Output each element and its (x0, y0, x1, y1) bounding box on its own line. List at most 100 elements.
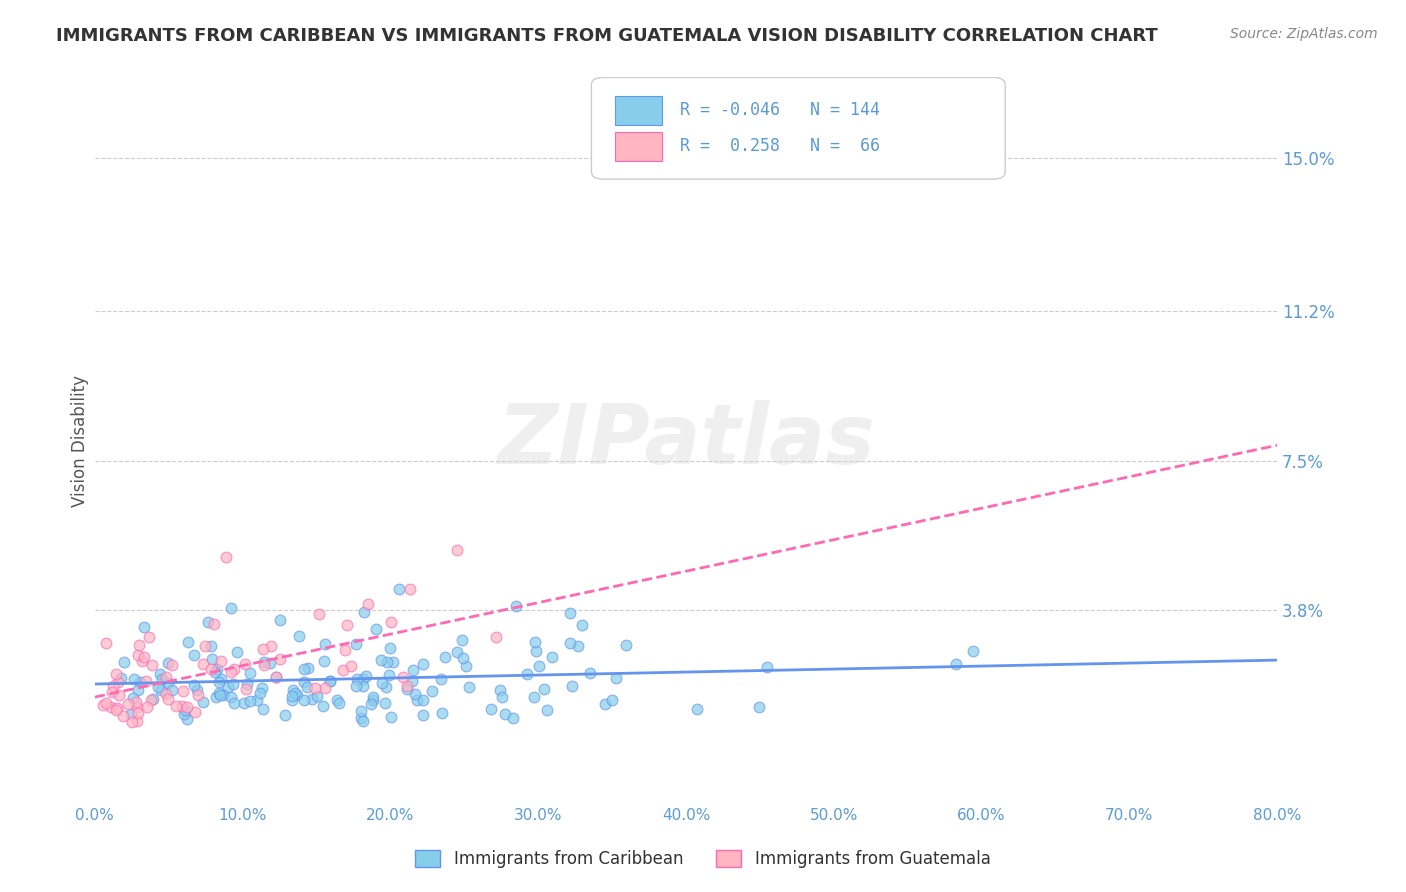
Point (305, 689, 328, 703)
Text: R = -0.046   N = 144: R = -0.046 N = 144 (681, 101, 880, 120)
Point (505, 599, 527, 614)
Point (232, 696, 254, 710)
Point (380, 710, 402, 724)
Point (129, 674, 152, 689)
Point (160, 683, 183, 698)
Point (239, 665, 262, 680)
Point (412, 657, 434, 672)
Point (252, 702, 274, 716)
Point (269, 613, 291, 627)
Point (156, 676, 179, 690)
Point (434, 649, 457, 664)
Point (127, 648, 149, 663)
Bar (614, 95, 662, 125)
Point (150, 672, 173, 686)
Point (134, 673, 156, 688)
Point (357, 597, 380, 611)
Point (112, 708, 135, 723)
Point (274, 708, 297, 723)
Point (224, 697, 246, 711)
Point (193, 695, 215, 709)
Point (354, 669, 377, 683)
Point (945, 657, 967, 671)
Point (139, 693, 162, 707)
Point (304, 681, 326, 695)
Point (117, 697, 139, 711)
Point (215, 550, 238, 565)
Point (308, 607, 330, 621)
Point (593, 697, 616, 711)
Point (375, 655, 398, 669)
Point (458, 680, 481, 694)
Legend: Immigrants from Caribbean, Immigrants from Guatemala: Immigrants from Caribbean, Immigrants fr… (409, 843, 997, 875)
Point (96, 636, 118, 650)
Point (149, 667, 172, 681)
Point (183, 648, 205, 662)
Point (101, 685, 124, 699)
Point (579, 666, 602, 681)
Point (370, 653, 392, 667)
Text: Source: ZipAtlas.com: Source: ZipAtlas.com (1230, 27, 1378, 41)
Point (561, 679, 583, 693)
Point (176, 700, 198, 714)
Point (259, 656, 281, 670)
Point (217, 680, 239, 694)
Point (101, 679, 124, 693)
Point (404, 687, 426, 701)
Point (378, 668, 401, 682)
Point (280, 693, 302, 707)
Point (253, 656, 276, 670)
Point (402, 663, 425, 677)
Point (211, 688, 233, 702)
Point (205, 662, 228, 676)
Point (527, 659, 550, 673)
Point (395, 680, 418, 694)
Point (312, 698, 335, 713)
Point (91, 698, 114, 712)
Point (361, 693, 384, 707)
Point (146, 680, 169, 694)
Point (285, 689, 308, 703)
Point (121, 707, 143, 722)
Point (156, 656, 179, 670)
Point (194, 639, 217, 653)
Point (374, 680, 396, 694)
Point (197, 615, 219, 629)
Point (239, 694, 262, 708)
Point (201, 652, 224, 666)
Point (105, 703, 128, 717)
Point (533, 681, 555, 696)
Point (292, 662, 315, 676)
Point (292, 692, 315, 706)
Point (264, 670, 287, 684)
Point (136, 700, 159, 714)
Point (184, 705, 207, 719)
Point (432, 706, 454, 721)
Point (174, 703, 197, 717)
Point (319, 674, 342, 689)
Point (132, 650, 155, 665)
Point (479, 702, 502, 716)
Point (235, 682, 257, 697)
Point (392, 670, 415, 684)
Point (502, 711, 524, 725)
Point (346, 672, 368, 686)
Point (260, 640, 283, 654)
Point (560, 636, 582, 650)
Point (450, 632, 472, 647)
Point (235, 677, 257, 691)
Point (401, 674, 423, 689)
Point (269, 652, 291, 666)
Point (491, 690, 513, 704)
Point (283, 683, 305, 698)
Point (319, 674, 342, 689)
Point (374, 696, 396, 710)
Point (127, 714, 149, 729)
Point (297, 681, 319, 695)
Point (616, 638, 638, 652)
Point (205, 690, 228, 704)
Point (252, 641, 274, 656)
Point (142, 691, 165, 706)
Point (141, 658, 163, 673)
Point (104, 667, 127, 681)
